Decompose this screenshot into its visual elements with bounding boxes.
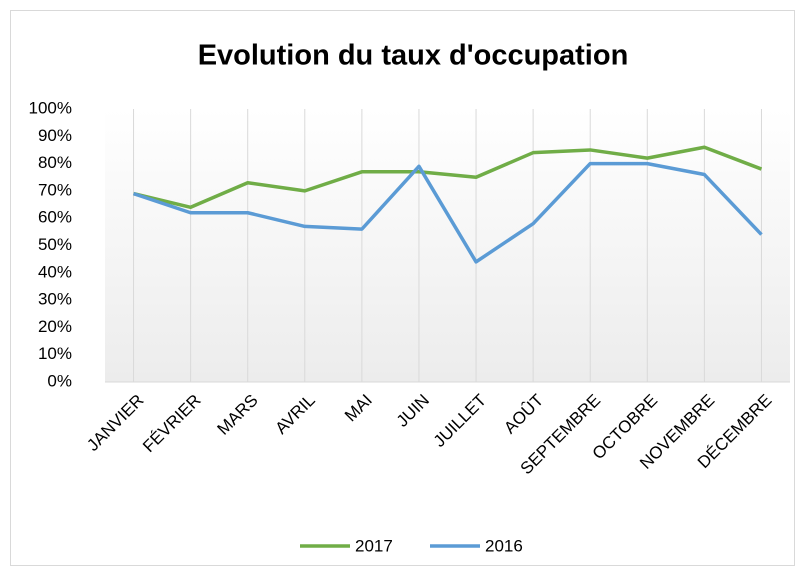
y-tick-label: 80%	[38, 153, 72, 172]
y-tick-label: 40%	[38, 262, 72, 281]
y-tick-label: 10%	[38, 344, 72, 363]
series-line	[132, 161, 763, 264]
legend-label: 2017	[355, 536, 393, 555]
y-tick-label: 90%	[38, 126, 72, 145]
y-tick-label: 50%	[38, 235, 72, 254]
chart-title: Evolution du taux d'occupation	[198, 40, 629, 72]
plot-area	[105, 109, 790, 382]
series-line	[133, 145, 763, 210]
y-tick-label: 60%	[38, 208, 72, 227]
y-tick-label: 70%	[38, 180, 72, 199]
y-tick-label: 0%	[47, 371, 72, 390]
legend-label: 2016	[485, 536, 523, 555]
y-tick-label: 20%	[38, 317, 72, 336]
y-tick-label: 30%	[38, 290, 72, 309]
y-tick-label: 100%	[29, 98, 72, 117]
